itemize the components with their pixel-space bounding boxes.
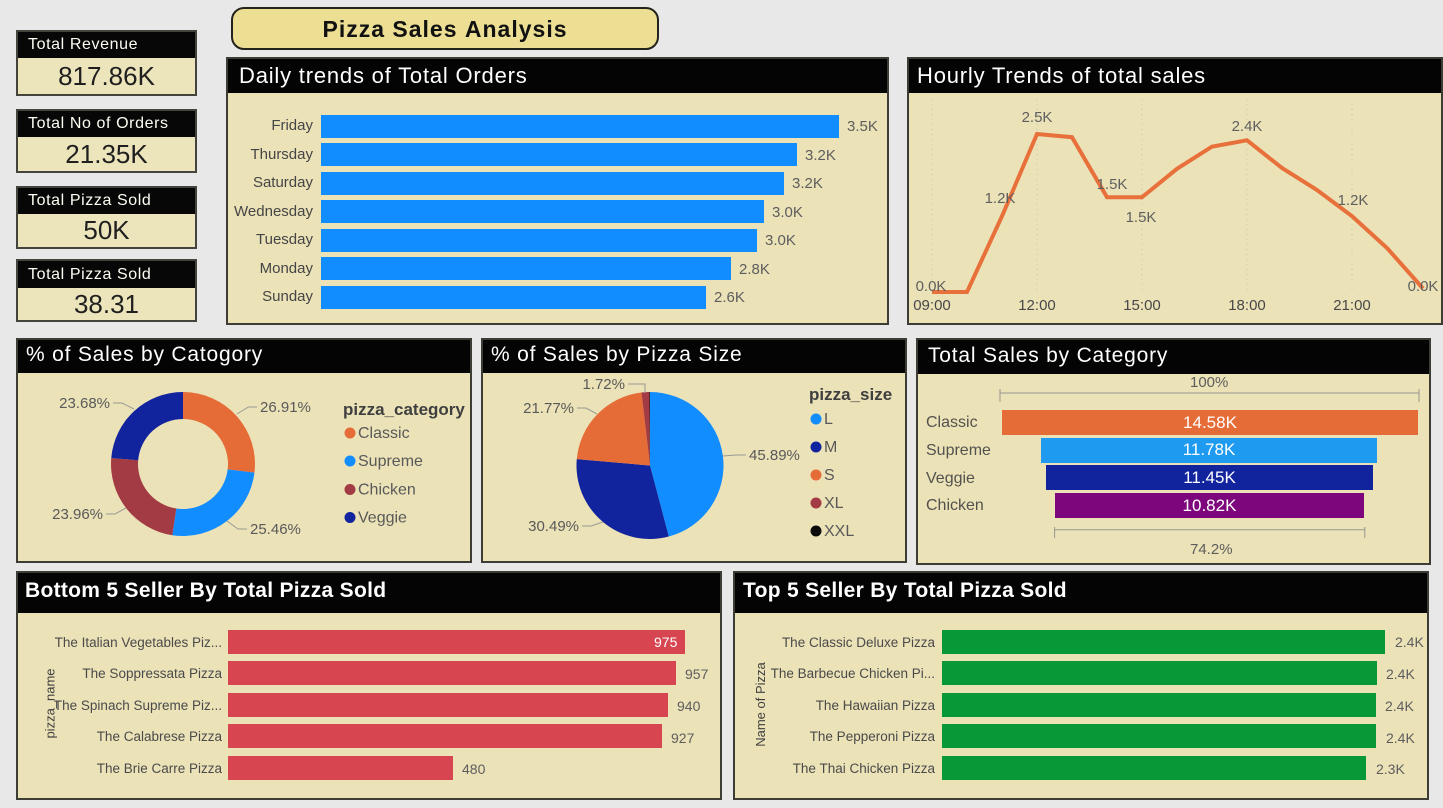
svg-text:XXL: XXL	[824, 523, 854, 540]
svg-text:Veggie: Veggie	[358, 510, 407, 527]
svg-text:1.72%: 1.72%	[582, 376, 625, 393]
svg-text:2.4K: 2.4K	[1232, 118, 1263, 135]
svg-text:pizza_category: pizza_category	[343, 400, 465, 419]
svg-text:26.91%: 26.91%	[260, 399, 311, 416]
svg-text:1.2K: 1.2K	[985, 190, 1016, 207]
svg-text:L: L	[824, 411, 833, 428]
svg-text:0.0K: 0.0K	[916, 278, 947, 295]
svg-text:09:00: 09:00	[913, 297, 951, 314]
svg-text:18:00: 18:00	[1228, 297, 1266, 314]
svg-text:23.68%: 23.68%	[59, 395, 110, 412]
svg-text:Chicken: Chicken	[358, 482, 416, 499]
svg-text:2.5K: 2.5K	[1022, 109, 1053, 126]
svg-text:Supreme: Supreme	[358, 453, 423, 470]
svg-text:45.89%: 45.89%	[749, 447, 800, 464]
svg-text:S: S	[824, 467, 835, 484]
svg-text:0.0K: 0.0K	[1408, 278, 1439, 295]
svg-text:21.77%: 21.77%	[523, 400, 574, 417]
svg-text:M: M	[824, 439, 837, 456]
svg-text:12:00: 12:00	[1018, 297, 1056, 314]
svg-text:15:00: 15:00	[1123, 297, 1161, 314]
svg-text:25.46%: 25.46%	[250, 521, 301, 538]
svg-text:XL: XL	[824, 495, 844, 512]
svg-text:pizza_size: pizza_size	[809, 385, 892, 404]
svg-text:1.5K: 1.5K	[1126, 209, 1157, 226]
svg-text:1.2K: 1.2K	[1338, 192, 1369, 209]
svg-text:23.96%: 23.96%	[52, 506, 103, 523]
svg-text:30.49%: 30.49%	[528, 518, 579, 535]
svg-text:21:00: 21:00	[1333, 297, 1371, 314]
svg-text:Classic: Classic	[358, 425, 410, 442]
svg-text:1.5K: 1.5K	[1097, 176, 1128, 193]
